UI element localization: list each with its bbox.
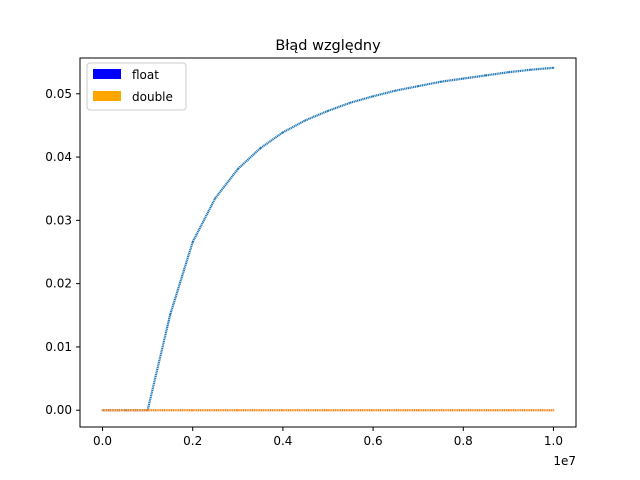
data-point-double	[236, 409, 239, 412]
y-tick-label: 0.05	[45, 87, 72, 101]
data-point-float	[304, 119, 307, 122]
data-point-double	[372, 409, 374, 412]
legend-swatch-float	[93, 69, 121, 79]
data-point-float	[552, 66, 555, 69]
data-point-float	[214, 197, 217, 200]
x-offset-label: 1e7	[553, 454, 576, 468]
series-layer	[101, 66, 555, 412]
y-tick-label: 0.04	[45, 150, 72, 164]
data-point-double	[146, 409, 149, 412]
data-point-float	[282, 131, 284, 134]
data-point-float	[236, 168, 239, 170]
y-tick-label: 0.00	[45, 403, 72, 417]
y-tick-label: 0.03	[45, 213, 72, 227]
x-tick-label: 1.0	[544, 434, 563, 448]
plot-frame	[79, 57, 577, 428]
data-point-float	[259, 147, 262, 150]
data-point-double	[417, 409, 420, 412]
data-point-double	[552, 409, 555, 412]
data-point-float	[327, 109, 329, 112]
chart-title: Błąd względny	[275, 38, 381, 54]
data-point-double	[507, 409, 510, 412]
legend-label-float: float	[132, 68, 159, 82]
legend-label-double: double	[132, 90, 173, 104]
x-tick-label: 0.8	[454, 434, 473, 448]
x-tick-label: 0.6	[364, 434, 383, 448]
data-point-double	[462, 409, 465, 412]
data-point-float	[484, 74, 487, 77]
data-point-float	[349, 101, 352, 104]
legend: float double	[86, 62, 187, 111]
x-tick-label: 0.2	[183, 434, 202, 448]
data-point-float	[169, 313, 172, 316]
legend-swatch-double	[93, 91, 121, 101]
series-double	[101, 409, 555, 412]
data-point-float	[417, 85, 420, 88]
y-tick-label: 0.01	[45, 340, 72, 354]
data-point-float	[439, 80, 442, 83]
y-tick-label: 0.02	[45, 277, 72, 291]
x-tick-label: 0.0	[93, 434, 112, 448]
x-axis: 0.0 0.2 0.4 0.6 0.8 1.0	[93, 427, 563, 448]
x-tick-label: 0.4	[273, 434, 292, 448]
data-point-float	[394, 89, 397, 92]
data-point-float	[372, 95, 374, 98]
data-point-double	[191, 409, 194, 412]
data-point-float	[191, 240, 194, 243]
data-point-float	[462, 77, 465, 80]
data-point-float	[530, 68, 532, 71]
data-point-double	[327, 409, 329, 412]
data-point-double	[282, 409, 284, 412]
data-point-double	[101, 409, 104, 412]
data-point-float	[507, 71, 510, 74]
y-axis: 0.00 0.01 0.02 0.03 0.04 0.05	[45, 87, 80, 417]
